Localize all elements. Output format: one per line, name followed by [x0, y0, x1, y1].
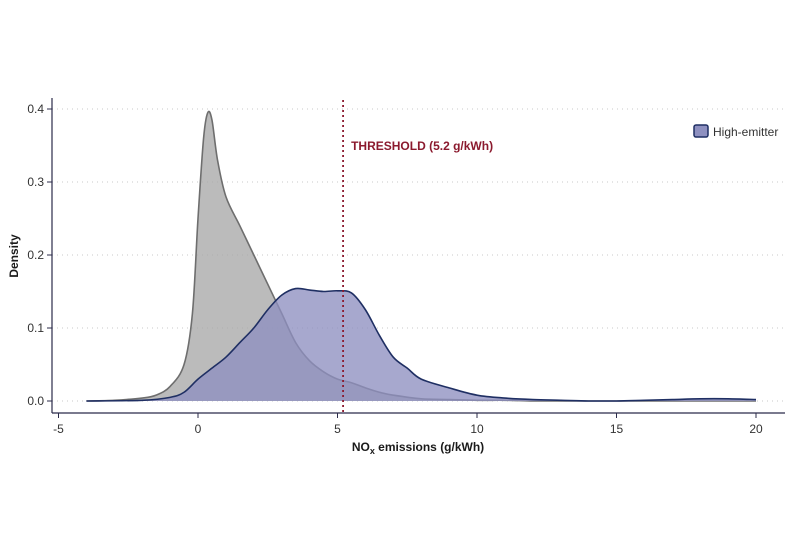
y-tick-label: 0.0	[27, 394, 44, 408]
legend-swatch-high-emitter	[693, 124, 709, 138]
density-area-high-emitter	[86, 288, 756, 401]
x-tick-label: 20	[749, 422, 763, 436]
tick-labels: -5 0 5 10 15 20 0.0 0.1 0.2 0.3 0.4	[27, 102, 763, 436]
y-tick-label: 0.4	[27, 102, 44, 116]
y-tick-label: 0.1	[27, 321, 44, 335]
x-axis-title-rest: emissions (g/kWh)	[375, 440, 484, 454]
x-tick-label: -5	[53, 422, 64, 436]
y-axis-title: Density	[7, 234, 21, 278]
x-axis-title: NOx emissions (g/kWh)	[352, 440, 484, 456]
threshold-label: THRESHOLD (5.2 g/kWh)	[351, 139, 493, 153]
x-tick-label: 15	[610, 422, 624, 436]
x-tick-label: 10	[470, 422, 484, 436]
x-axis-title-main: NO	[352, 440, 370, 454]
density-area-grey	[86, 111, 756, 401]
density-series	[86, 110, 757, 402]
density-line-high-emitter	[86, 287, 757, 402]
x-tick-label: 0	[195, 422, 202, 436]
x-tick-label: 5	[334, 422, 341, 436]
x-axis-title-subscript: x	[370, 446, 375, 456]
legend: High-emitter	[693, 124, 778, 139]
y-tick-label: 0.2	[27, 248, 44, 262]
legend-label-high-emitter: High-emitter	[713, 125, 778, 139]
y-tick-label: 0.3	[27, 175, 44, 189]
